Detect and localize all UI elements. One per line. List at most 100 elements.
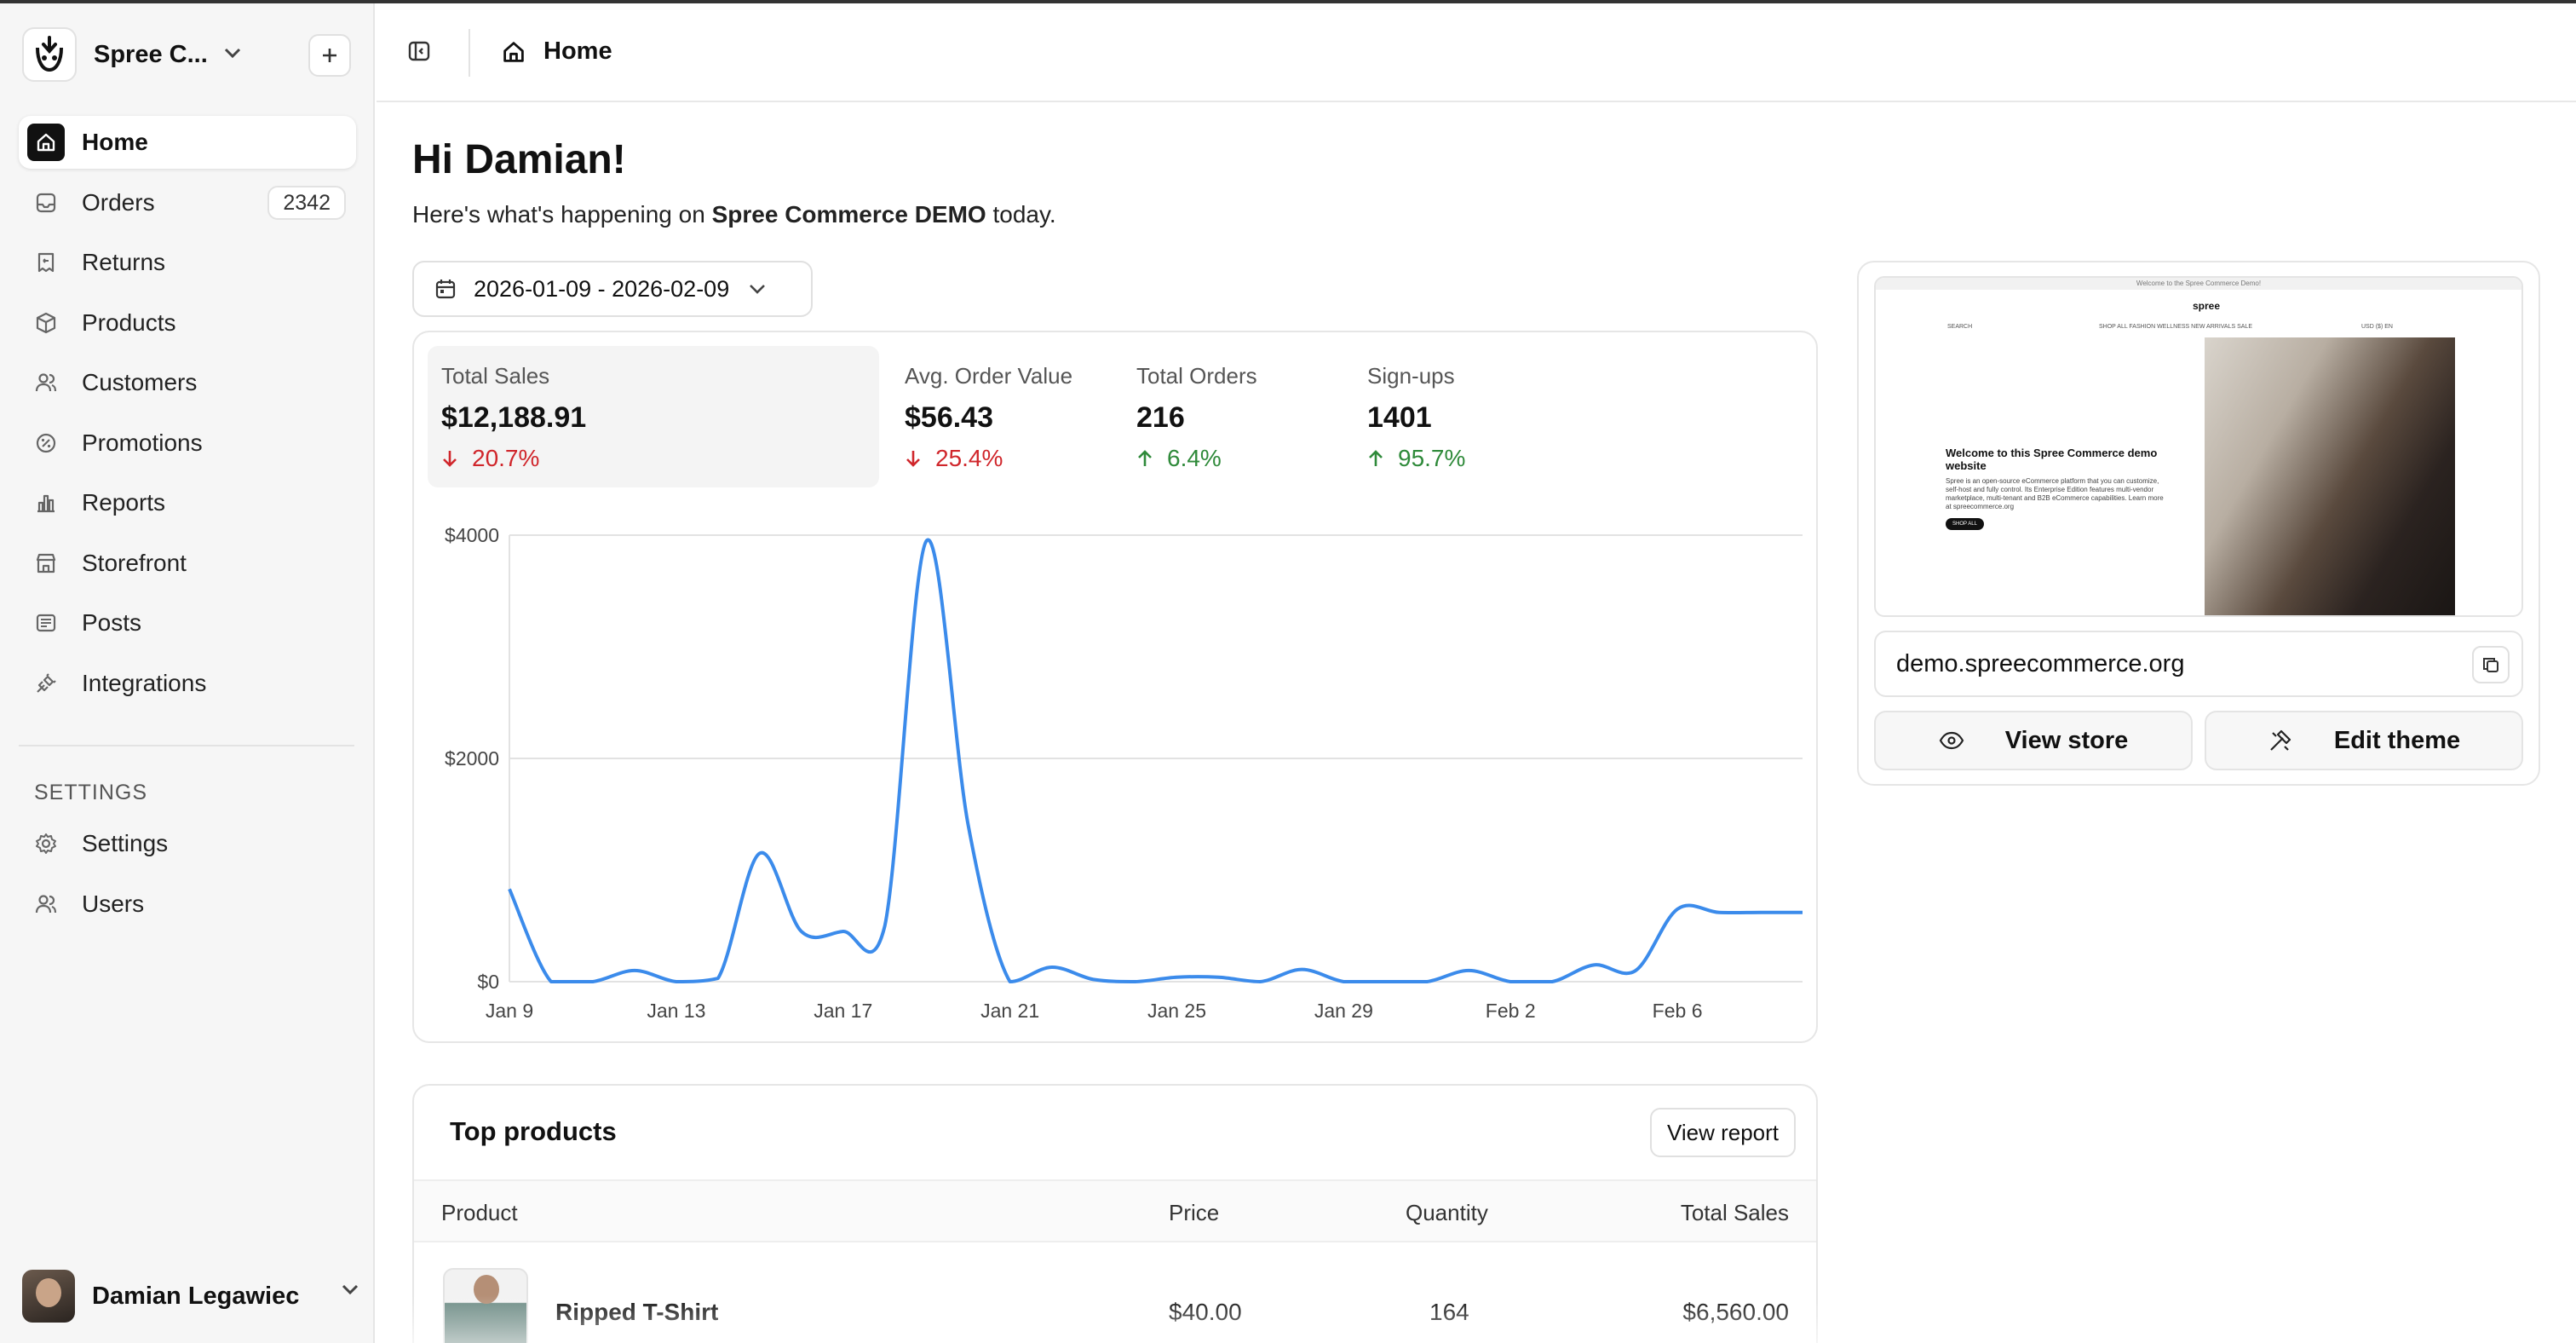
sidebar-toggle-icon[interactable] bbox=[407, 39, 431, 67]
data-point[interactable] bbox=[1045, 960, 1059, 974]
data-point[interactable] bbox=[1087, 972, 1101, 986]
plug-icon bbox=[32, 670, 60, 697]
sidebar-item-label: Promotions bbox=[82, 429, 203, 456]
page-subtitle: Here's what's happening on Spree Commerc… bbox=[412, 201, 1056, 228]
users-icon bbox=[32, 891, 60, 918]
data-point[interactable] bbox=[1504, 975, 1517, 989]
sidebar-item-products[interactable]: Products bbox=[19, 297, 356, 349]
sidebar-item-promotions[interactable]: Promotions bbox=[19, 417, 356, 470]
y-tick-label: $4000 bbox=[445, 524, 499, 546]
sidebar-item-integrations[interactable]: Integrations bbox=[19, 657, 356, 710]
sidebar-item-settings[interactable]: Settings bbox=[19, 817, 356, 870]
data-point[interactable] bbox=[1211, 971, 1225, 984]
article-icon bbox=[32, 609, 60, 637]
data-point[interactable] bbox=[503, 882, 516, 896]
sidebar-item-storefront[interactable]: Storefront bbox=[19, 537, 356, 590]
data-point[interactable] bbox=[920, 534, 934, 548]
store-switcher[interactable]: Spree C... bbox=[22, 27, 242, 82]
data-point[interactable] bbox=[1003, 975, 1017, 989]
preview-logo: spree bbox=[2193, 300, 2221, 312]
sidebar-item-label: Settings bbox=[82, 830, 169, 856]
data-point[interactable] bbox=[1462, 964, 1475, 977]
copy-url-button[interactable] bbox=[2472, 646, 2510, 683]
arrow-down-icon bbox=[906, 451, 920, 467]
date-range-picker[interactable]: 2026-01-09 - 2026-02-09 bbox=[412, 261, 813, 317]
stat-total-sales[interactable]: Total Sales $12,188.91 20.7% bbox=[428, 346, 879, 487]
breadcrumb-current: Home bbox=[543, 37, 612, 65]
sidebar-item-orders[interactable]: Orders 2342 bbox=[19, 176, 356, 229]
sidebar-item-posts[interactable]: Posts bbox=[19, 597, 356, 649]
add-button[interactable] bbox=[308, 34, 351, 77]
preview-hero: Welcome to this Spree Commerce demo webs… bbox=[1946, 447, 2167, 530]
sidebar-item-returns[interactable]: Returns bbox=[19, 236, 356, 289]
data-point[interactable] bbox=[628, 964, 641, 977]
sidebar-divider bbox=[19, 745, 354, 746]
page-title: Hi Damian! bbox=[412, 137, 626, 182]
data-point[interactable] bbox=[962, 819, 975, 833]
product-quantity: 164 bbox=[1429, 1299, 1469, 1325]
data-point[interactable] bbox=[1545, 975, 1559, 989]
sidebar-item-users[interactable]: Users bbox=[19, 878, 356, 931]
data-point[interactable] bbox=[1712, 906, 1726, 919]
table-row[interactable]: Ripped T-Shirt $40.00 164 $6,560.00 bbox=[414, 1242, 1816, 1343]
data-point[interactable] bbox=[1796, 906, 1809, 919]
data-point[interactable] bbox=[837, 925, 850, 938]
stat-label: Sign-ups bbox=[1367, 363, 1455, 389]
data-point[interactable] bbox=[711, 971, 725, 985]
stat-delta: 20.7% bbox=[441, 445, 865, 472]
preview-menu: SHOP ALL FASHION WELLNESS NEW ARRIVALS S… bbox=[2099, 324, 2252, 330]
sidebar-item-label: Products bbox=[82, 308, 176, 336]
data-point[interactable] bbox=[1670, 902, 1684, 916]
data-point[interactable] bbox=[1295, 963, 1308, 977]
settings-section-label: SETTINGS bbox=[34, 781, 148, 804]
data-point[interactable] bbox=[544, 975, 558, 989]
column-header-quantity: Quantity bbox=[1406, 1200, 1488, 1225]
data-point[interactable] bbox=[1337, 975, 1350, 989]
data-point[interactable] bbox=[1420, 975, 1434, 989]
data-point[interactable] bbox=[878, 919, 892, 933]
view-report-button[interactable]: View report bbox=[1649, 1108, 1796, 1157]
data-point[interactable] bbox=[1129, 975, 1142, 989]
eye-icon bbox=[1939, 731, 1964, 750]
data-point[interactable] bbox=[1587, 958, 1601, 971]
column-header-product: Product bbox=[441, 1200, 518, 1225]
preview-hero-body: Spree is an open-source eCommerce platfo… bbox=[1946, 477, 2164, 510]
stat-delta: 95.7% bbox=[1367, 445, 1561, 472]
discount-icon bbox=[32, 429, 60, 457]
home-icon bbox=[27, 124, 65, 161]
table-header: Product Price Quantity Total Sales bbox=[414, 1179, 1816, 1242]
top-bar: Home bbox=[377, 3, 2576, 102]
stat-avg-order-value[interactable]: Avg. Order Value $56.43 25.4% bbox=[891, 346, 1121, 487]
avatar bbox=[22, 1270, 75, 1323]
top-products-title: Top products bbox=[450, 1116, 617, 1146]
sidebar-item-home[interactable]: Home bbox=[19, 116, 356, 169]
sidebar-item-customers[interactable]: Customers bbox=[19, 356, 356, 409]
edit-theme-button[interactable]: Edit theme bbox=[2205, 711, 2523, 770]
stat-sign-ups[interactable]: Sign-ups 1401 95.7% bbox=[1354, 346, 1575, 487]
y-tick-label: $2000 bbox=[445, 747, 499, 769]
top-products-card: Top products View report Product Price Q… bbox=[412, 1084, 1818, 1343]
inbox-icon bbox=[32, 189, 60, 216]
chevron-down-icon bbox=[223, 47, 242, 63]
data-point[interactable] bbox=[753, 846, 767, 860]
data-point[interactable] bbox=[1253, 975, 1267, 989]
main-nav: Home Orders 2342 Returns Products Custom… bbox=[19, 116, 356, 717]
sidebar-item-reports[interactable]: Reports bbox=[19, 476, 356, 529]
data-point[interactable] bbox=[1378, 975, 1392, 989]
data-point[interactable] bbox=[1170, 971, 1183, 984]
arrow-up-icon bbox=[1138, 450, 1152, 466]
store-url-field[interactable]: demo.spreecommerce.org bbox=[1874, 631, 2523, 697]
receipt-refund-icon bbox=[32, 249, 60, 276]
data-point[interactable] bbox=[670, 975, 683, 989]
sidebar-item-label: Storefront bbox=[82, 549, 187, 576]
product-name[interactable]: Ripped T-Shirt bbox=[555, 1299, 719, 1325]
data-point[interactable] bbox=[1754, 906, 1768, 919]
data-point[interactable] bbox=[1629, 964, 1642, 977]
x-tick-label: Jan 25 bbox=[1147, 1000, 1206, 1022]
user-menu[interactable]: Damian Legawiec bbox=[22, 1268, 359, 1324]
data-point[interactable] bbox=[795, 925, 808, 938]
stat-total-orders[interactable]: Total Orders 216 6.4% bbox=[1123, 346, 1344, 487]
data-point[interactable] bbox=[586, 975, 600, 989]
copy-icon bbox=[2483, 658, 2498, 672]
view-store-button[interactable]: View store bbox=[1874, 711, 2193, 770]
